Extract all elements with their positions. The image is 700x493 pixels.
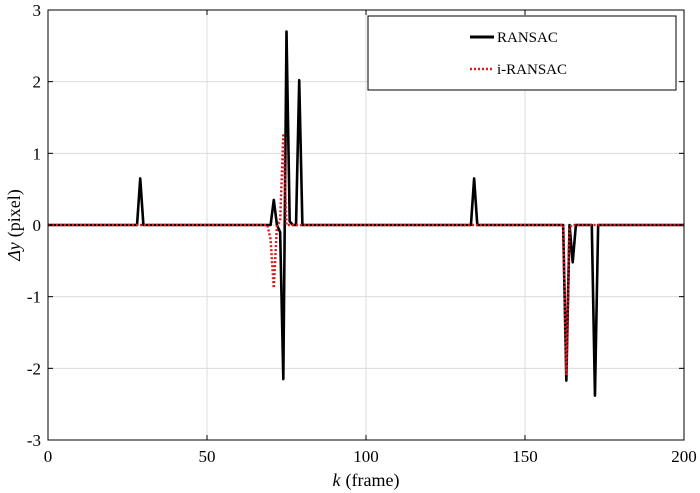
x-tick-label: 200 — [671, 447, 697, 466]
y-tick-label: -1 — [27, 288, 41, 307]
x-tick-label: 0 — [44, 447, 53, 466]
axis-ticks — [47, 9, 685, 441]
x-axis-symbol: k — [333, 470, 342, 490]
y-tick-label: 3 — [33, 1, 42, 20]
x-axis-label: k (frame) — [333, 470, 400, 491]
x-axis-unit: (frame) — [346, 470, 400, 491]
y-axis-unit: (pixel) — [4, 189, 25, 237]
y-tick-label: -3 — [27, 431, 41, 450]
legend: RANSAC i-RANSAC — [367, 15, 677, 91]
series-line-ransac — [48, 30, 684, 397]
legend-box — [367, 15, 677, 91]
legend-label-ransac: RANSAC — [497, 30, 558, 46]
series-line-i-ransac — [48, 134, 684, 376]
y-tick-label: -2 — [27, 359, 41, 378]
y-axis-symbol: Δy — [4, 242, 24, 262]
x-tick-label: 50 — [199, 447, 216, 466]
x-tick-label: 150 — [512, 447, 538, 466]
y-tick-label: 0 — [33, 216, 42, 235]
y-tick-label: 1 — [33, 144, 42, 163]
legend-label-i-ransac: i-RANSAC — [497, 62, 567, 78]
y-axis-label: Δy (pixel) — [4, 189, 25, 262]
tick-labels: 0 50 100 150 200 -3 -2 -1 0 1 2 3 — [27, 1, 697, 466]
y-tick-label: 2 — [33, 73, 42, 92]
series-layer — [48, 30, 684, 397]
x-tick-label: 100 — [353, 447, 379, 466]
